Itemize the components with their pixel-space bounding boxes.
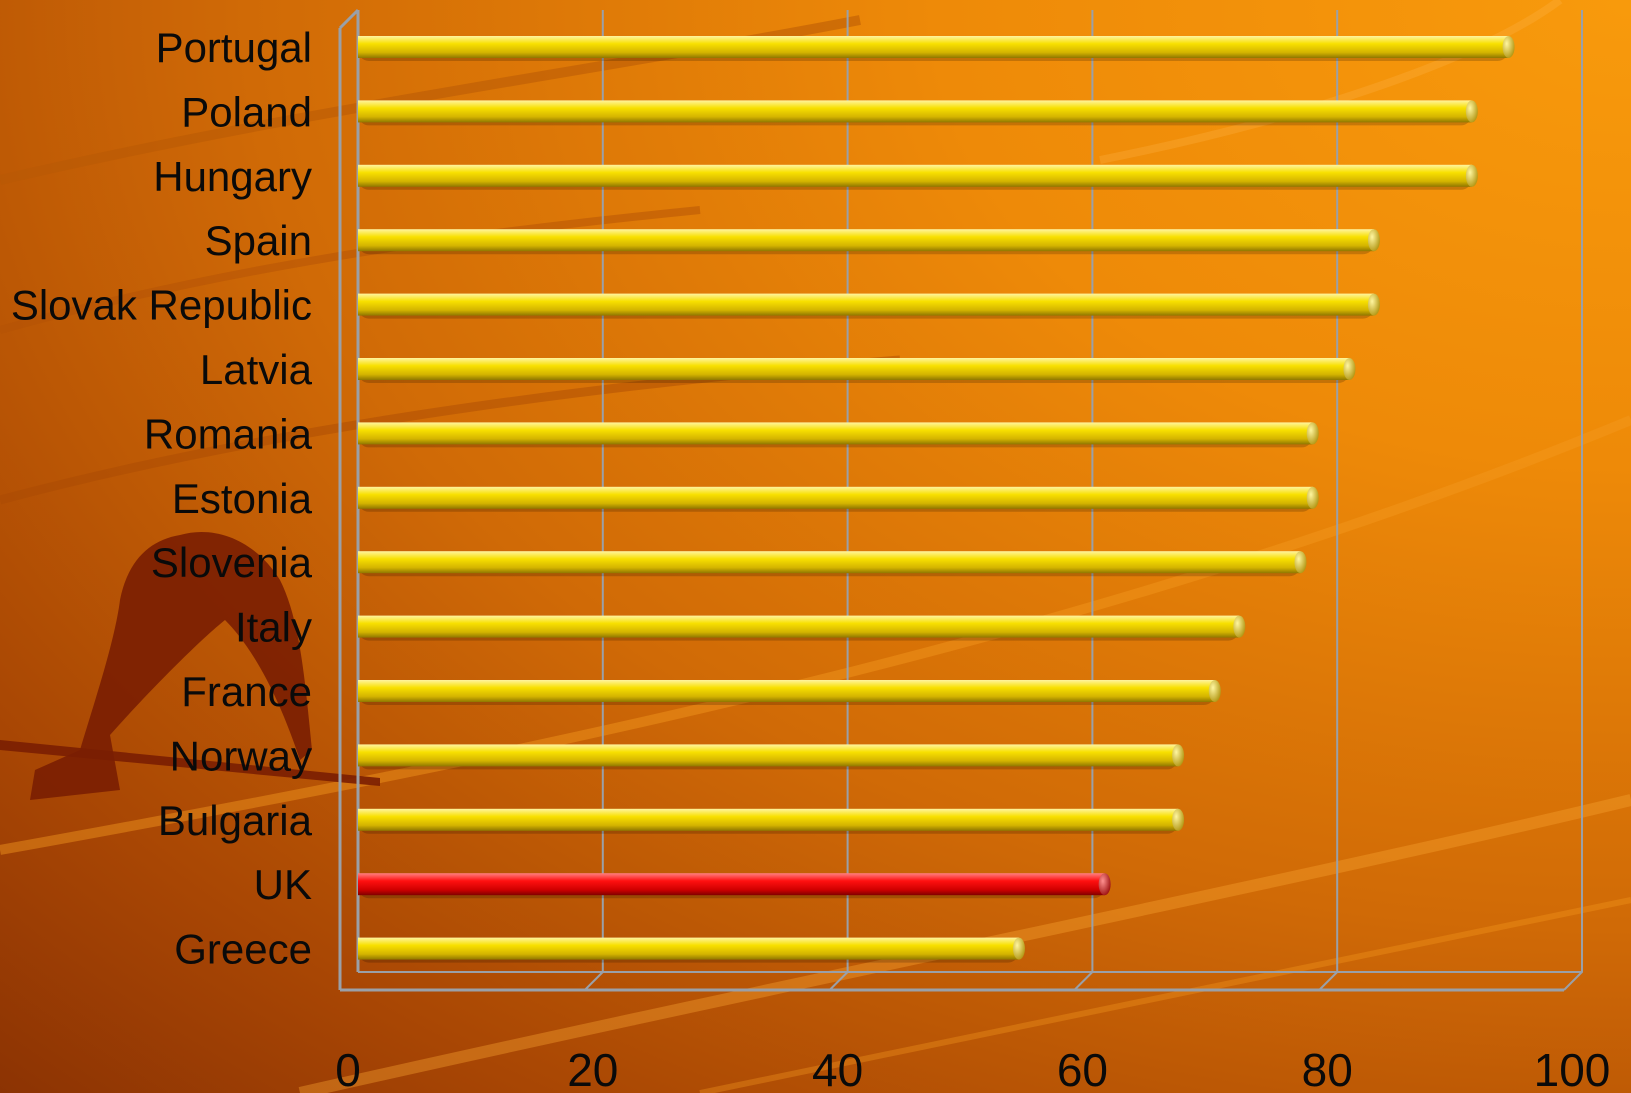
bar-france [358,680,1221,705]
bar-cap-estonia [1306,486,1319,509]
bar-romania [358,422,1319,448]
category-label-slovak-republic: Slovak Republic [11,282,312,329]
category-label-spain: Spain [205,217,312,264]
bar-cap-greece [1012,937,1025,960]
bar-slovak-republic [358,293,1380,319]
category-label-hungary: Hungary [153,153,312,200]
bar-cap-france [1208,680,1221,702]
right-wall-edge [1563,10,1583,991]
bar-greece [358,937,1025,963]
category-label-italy: Italy [235,604,312,651]
bar-spain [358,229,1380,255]
bar-cap-hungary [1465,164,1478,187]
bar-estonia [358,486,1319,512]
bar-cap-latvia [1343,358,1356,380]
category-label-estonia: Estonia [172,475,313,522]
bar-body-estonia [358,486,1313,509]
bar-cap-slovak-republic [1367,293,1380,316]
bar-body-spain [358,229,1374,252]
bar-cap-romania [1306,422,1319,445]
category-label-poland: Poland [181,88,312,135]
bar-cap-bulgaria [1172,808,1185,831]
bar-latvia [358,358,1356,383]
category-label-slovenia: Slovenia [151,539,313,586]
bar-body-uk [358,873,1105,896]
bar-cap-spain [1367,229,1380,252]
category-label-latvia: Latvia [200,346,313,393]
bar-slovenia [358,551,1307,577]
category-label-bulgaria: Bulgaria [158,797,313,844]
bar-cap-uk [1098,873,1111,896]
x-tick-label-80: 80 [1302,1044,1353,1093]
bar-body-latvia [358,358,1350,380]
bar-cap-slovenia [1294,551,1307,574]
bar-body-france [358,680,1215,702]
athlete-silhouette [0,532,380,800]
category-label-norway: Norway [170,732,312,779]
category-label-portugal: Portugal [156,24,312,71]
x-tick-label-40: 40 [812,1044,863,1093]
category-label-romania: Romania [144,410,313,457]
gridline-floor-40 [828,971,849,991]
bar-body-romania [358,422,1313,445]
bar-uk [358,873,1111,899]
category-label-greece: Greece [174,926,312,973]
gridline-floor-60 [1073,971,1094,991]
x-tick-label-0: 0 [335,1044,361,1093]
bar-body-poland [358,100,1472,123]
bar-hungary [358,164,1478,190]
bar-body-hungary [358,164,1472,187]
bar-body-bulgaria [358,808,1179,831]
bar-body-italy [358,615,1240,638]
bar-portugal [358,36,1515,61]
bar-cap-portugal [1502,36,1515,58]
y-axis-wall [338,8,360,990]
bar-poland [358,100,1478,126]
category-label-france: France [181,668,312,715]
x-tick-label-60: 60 [1057,1044,1108,1093]
category-label-uk: UK [254,861,312,908]
bar-italy [358,615,1246,641]
bar-body-slovak-republic [358,293,1374,316]
bar-body-greece [358,937,1019,960]
bar-body-portugal [358,36,1509,58]
gridline-floor-20 [584,971,604,991]
bar-body-slovenia [358,551,1301,574]
bar-norway [358,744,1185,770]
category-labels: Portugal Poland Hungary Spain Slovak Republi… [11,24,313,973]
x-tick-label-20: 20 [567,1044,618,1093]
bars [358,36,1515,963]
x-tick-label-100: 100 [1534,1044,1611,1093]
bar-bulgaria [358,808,1185,834]
x-tick-labels: 0 20 40 60 80 100 [335,1044,1610,1093]
bar-body-norway [358,744,1179,767]
bar-cap-norway [1172,744,1185,767]
bar-cap-italy [1233,615,1246,638]
bar-cap-poland [1465,100,1478,123]
gridline-floor-80 [1318,971,1338,991]
